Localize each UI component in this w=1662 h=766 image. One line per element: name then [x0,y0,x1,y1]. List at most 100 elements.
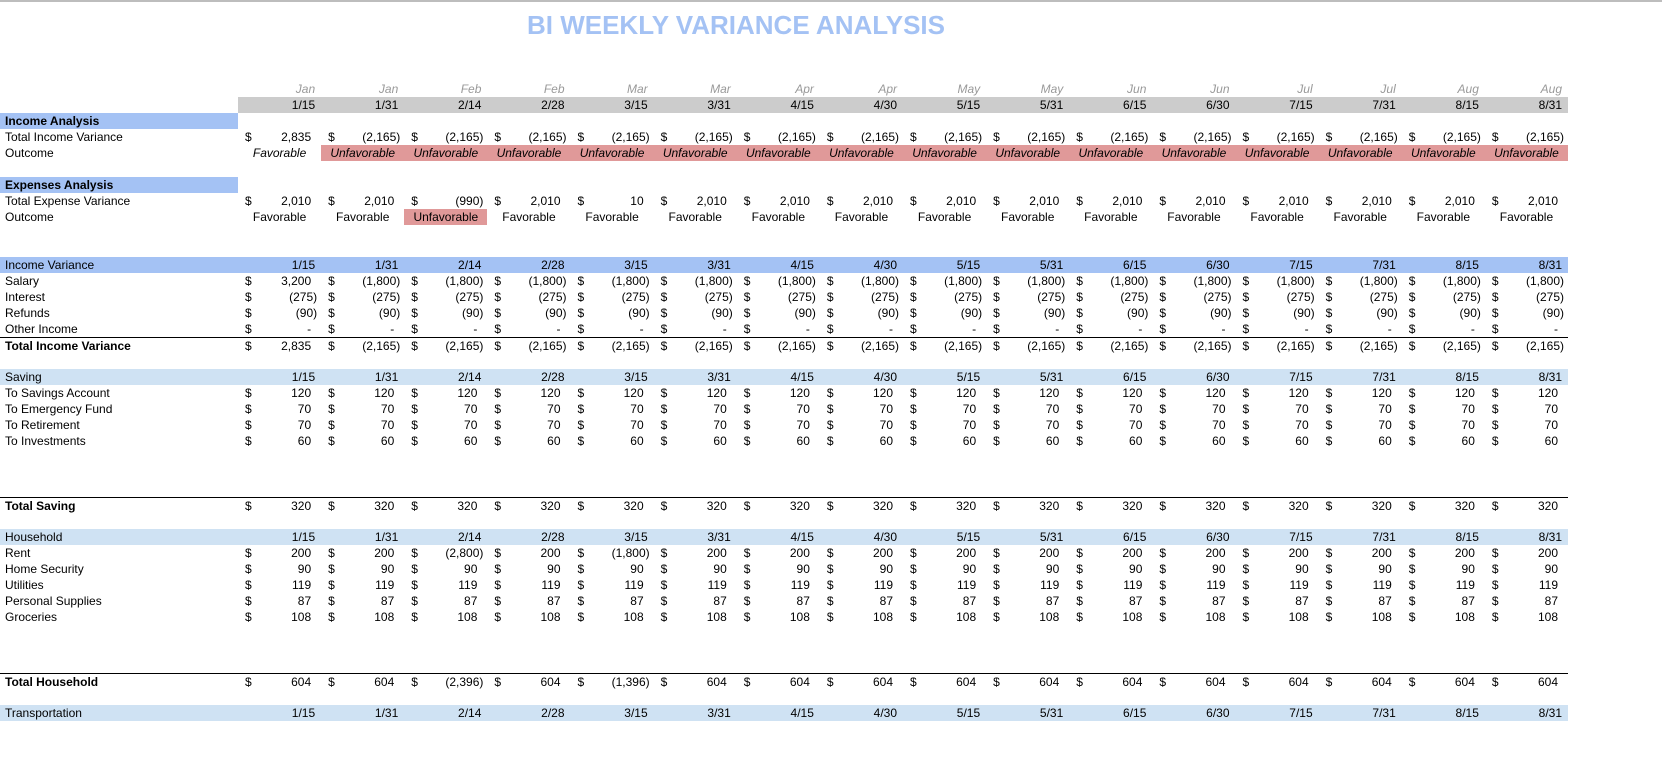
month-header[interactable]: Mar [626,82,648,96]
value-cell[interactable]: $200 [1152,545,1235,561]
row-label[interactable]: Transportation [5,706,82,720]
value-cell[interactable]: $200 [820,545,903,561]
value-cell[interactable]: $ (90) [1069,305,1152,321]
value-cell[interactable]: $60 [321,433,404,449]
outcome-cell[interactable]: Favorable [1416,210,1470,224]
value-cell[interactable]: $120 [903,385,986,401]
value-cell[interactable]: $ (90) [903,305,986,321]
value-cell[interactable]: $120 [404,385,487,401]
value-cell[interactable]: $70 [404,401,487,417]
value-cell[interactable]: $87 [820,593,903,609]
value-cell[interactable]: $ (2,800) [404,545,487,561]
date-header[interactable]: 2/14 [404,97,488,113]
value-cell[interactable]: $2,835 [238,129,321,145]
date-header[interactable]: 6/30 [1206,530,1230,544]
value-cell[interactable]: $60 [1402,433,1485,449]
row-label[interactable]: Household [5,530,63,544]
date-header[interactable]: 7/31 [1372,706,1396,720]
value-cell[interactable]: $119 [487,577,570,593]
value-cell[interactable]: $120 [1236,385,1319,401]
row-label[interactable]: Personal Supplies [5,594,102,608]
value-cell[interactable]: $ - [1069,321,1152,337]
month-header[interactable]: Mar [710,82,731,96]
row-label[interactable]: Salary [5,274,40,288]
value-cell[interactable]: $70 [238,401,321,417]
value-cell[interactable]: $2,010 [1485,193,1568,209]
date-header[interactable]: 6/15 [1123,258,1147,272]
outcome-cell[interactable]: Favorable [1250,210,1304,224]
value-cell[interactable]: $ (275) [1485,289,1568,305]
value-cell[interactable]: $108 [238,609,321,625]
value-cell[interactable]: $108 [1069,609,1152,625]
value-cell[interactable]: $70 [903,417,986,433]
value-cell[interactable]: $ (2,165) [487,129,570,145]
value-cell[interactable]: $70 [903,401,986,417]
value-cell[interactable]: $200 [1069,545,1152,561]
date-header[interactable]: 6/15 [1123,706,1147,720]
date-header[interactable]: 8/15 [1455,258,1479,272]
date-header[interactable]: 3/31 [707,706,731,720]
date-header[interactable]: 1/31 [321,97,405,113]
value-cell[interactable]: $70 [321,401,404,417]
value-cell[interactable]: $ (275) [737,289,820,305]
value-cell[interactable]: $ (2,165) [321,338,404,354]
value-cell[interactable]: $120 [487,385,570,401]
date-header[interactable]: 8/31 [1538,706,1562,720]
month-header[interactable]: Feb [543,82,565,96]
row-label[interactable]: Saving [5,370,42,384]
value-cell[interactable]: $ (90) [571,305,654,321]
value-cell[interactable]: $120 [1152,385,1235,401]
value-cell[interactable]: $ - [1236,321,1319,337]
value-cell[interactable]: $ - [654,321,737,337]
date-header[interactable]: 1/15 [291,370,316,384]
value-cell[interactable]: $ (1,800) [571,273,654,289]
value-cell[interactable]: $60 [238,433,321,449]
row-label[interactable]: Total Income Variance [5,339,131,353]
month-header[interactable]: Apr [795,82,814,96]
date-header[interactable]: 5/15 [956,706,981,720]
value-cell[interactable]: $ (2,165) [1402,338,1485,354]
value-cell[interactable]: $320 [737,498,820,514]
value-cell[interactable]: $70 [571,401,654,417]
month-header[interactable]: May [1040,82,1064,96]
value-cell[interactable]: $70 [986,417,1069,433]
date-header[interactable]: 1/31 [374,370,399,384]
value-cell[interactable]: $2,010 [1069,193,1152,209]
value-cell[interactable]: $ (2,165) [654,338,737,354]
value-cell[interactable]: $ (1,800) [1069,273,1152,289]
value-cell[interactable]: $60 [654,433,737,449]
outcome-cell[interactable]: Favorable [1333,210,1387,224]
value-cell[interactable]: $ (2,165) [820,338,903,354]
value-cell[interactable]: $ (275) [1402,289,1485,305]
value-cell[interactable]: $90 [1485,561,1568,577]
value-cell[interactable]: $70 [487,401,570,417]
value-cell[interactable]: $320 [238,498,321,514]
date-header[interactable]: 3/15 [624,258,648,272]
value-cell[interactable]: $ (275) [820,289,903,305]
value-cell[interactable]: $70 [404,417,487,433]
value-cell[interactable]: $70 [1236,401,1319,417]
value-cell[interactable]: $120 [571,385,654,401]
value-cell[interactable]: $ (90) [1485,305,1568,321]
value-cell[interactable]: $ (275) [238,289,321,305]
outcome-cell[interactable]: Unfavorable [736,145,820,161]
value-cell[interactable]: $200 [321,545,404,561]
value-cell[interactable]: $70 [1319,417,1402,433]
value-cell[interactable]: $90 [737,561,820,577]
value-cell[interactable]: $70 [1069,401,1152,417]
outcome-cell[interactable]: Unfavorable [1152,145,1236,161]
value-cell[interactable]: $90 [903,561,986,577]
value-cell[interactable]: $ (2,165) [986,129,1069,145]
value-cell[interactable]: $ - [1152,321,1235,337]
value-cell[interactable]: $10 [571,193,654,209]
value-cell[interactable]: $87 [1069,593,1152,609]
value-cell[interactable]: $70 [1069,417,1152,433]
date-header[interactable]: 3/31 [707,258,731,272]
value-cell[interactable]: $200 [1485,545,1568,561]
value-cell[interactable]: $ (2,165) [737,129,820,145]
value-cell[interactable]: $108 [487,609,570,625]
outcome-cell[interactable]: Favorable [1167,210,1221,224]
outcome-cell[interactable]: Unfavorable [487,145,571,161]
value-cell[interactable]: $ (90) [654,305,737,321]
value-cell[interactable]: $ (2,165) [321,129,404,145]
